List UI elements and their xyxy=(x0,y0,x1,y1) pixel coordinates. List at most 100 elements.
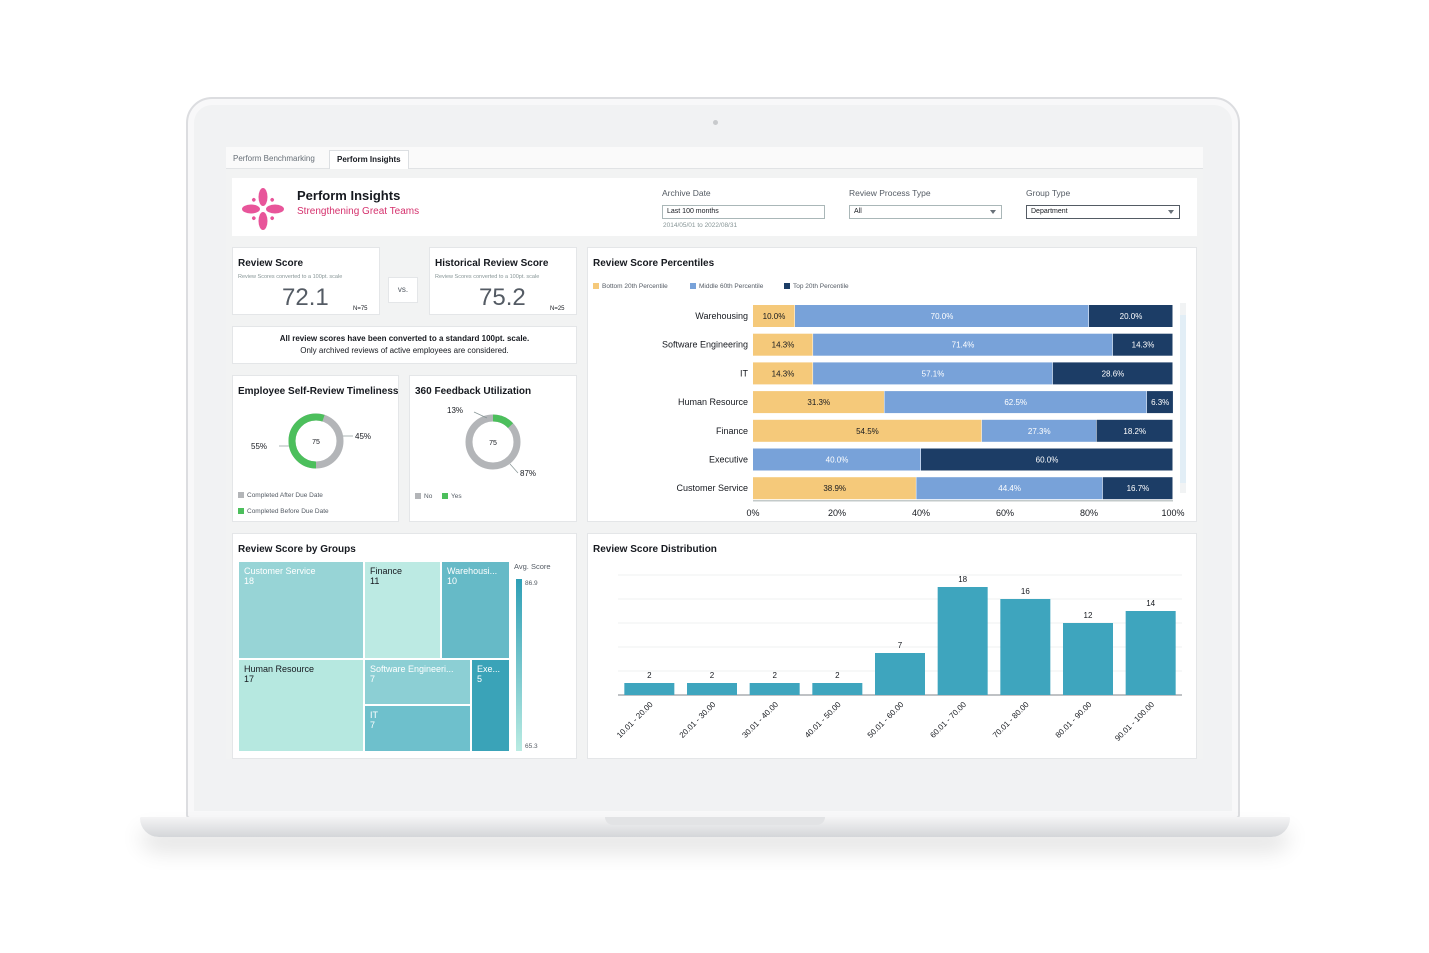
histogram-bar xyxy=(687,683,737,695)
tab-perform-benchmarking[interactable]: Perform Benchmarking xyxy=(233,154,315,163)
historical-review-score-title: Historical Review Score xyxy=(435,258,549,269)
x-tick-label: 0% xyxy=(746,508,759,518)
treemap-cell[interactable]: Exe... 5 xyxy=(471,659,510,752)
review-score-percentiles-card: Review Score Percentiles Bottom 20th Per… xyxy=(587,247,1197,522)
x-tick-label: 100% xyxy=(1161,508,1184,518)
histogram-bar xyxy=(1125,611,1176,695)
header-panel: Perform Insights Strengthening Great Tea… xyxy=(232,178,1197,236)
percentile-bar-segment xyxy=(884,391,1147,414)
archive-date-input[interactable]: Last 100 months xyxy=(662,205,825,219)
legend-item: Bottom 20th Percentile xyxy=(593,283,668,290)
legend-item: Middle 60th Percentile xyxy=(690,283,763,290)
legend-item: Yes xyxy=(442,493,462,500)
treemap-cell[interactable]: IT 7 xyxy=(364,705,471,752)
treemap-cell[interactable]: Customer Service 18 xyxy=(238,561,364,659)
logo-petal xyxy=(266,204,284,214)
treemap-cell-name: Customer Service xyxy=(244,566,316,576)
historical-review-score-card: Historical Review Score Review Scores co… xyxy=(429,247,577,315)
percentile-data-label: 6.3% xyxy=(1151,398,1169,407)
legend-label: Bottom 20th Percentile xyxy=(602,283,668,290)
chevron-down-icon xyxy=(990,210,996,214)
x-tick-label: 60.01 - 70.00 xyxy=(928,700,968,740)
legend-swatch xyxy=(415,493,421,499)
donut-slice xyxy=(465,414,521,470)
histogram-data-label: 2 xyxy=(835,671,840,680)
histogram-data-label: 2 xyxy=(772,671,777,680)
camera-icon xyxy=(713,120,718,125)
percentile-bar-segment xyxy=(753,448,921,471)
percentile-bar-segment xyxy=(1102,477,1173,500)
x-tick-label: 80.01 - 90.00 xyxy=(1054,700,1094,740)
review-process-type-label: Review Process Type xyxy=(849,188,931,198)
tab-perform-insights[interactable]: Perform Insights xyxy=(329,150,409,169)
percentile-data-label: 20.0% xyxy=(1120,312,1143,321)
histogram-bar xyxy=(875,653,925,695)
color-scale-bar xyxy=(516,579,522,751)
logo-petal xyxy=(242,204,260,214)
treemap-cell-count: 5 xyxy=(477,674,483,684)
donut-slice xyxy=(288,413,344,469)
category-label: Finance xyxy=(716,426,748,436)
legend-item: Completed Before Due Date xyxy=(238,508,329,515)
historical-review-score-value: 75.2 xyxy=(479,284,526,311)
percentile-bar-segment xyxy=(753,333,813,356)
percentile-bar-segment xyxy=(1089,305,1173,327)
treemap-cell[interactable]: Warehousi... 10 xyxy=(441,561,510,659)
x-tick-label: 60% xyxy=(996,508,1014,518)
scrollbar-track[interactable] xyxy=(1180,303,1186,493)
x-tick-label: 30.01 - 40.00 xyxy=(740,700,780,740)
donut-center-label: 75 xyxy=(312,439,320,446)
histogram-data-label: 2 xyxy=(710,671,715,680)
percentile-data-label: 28.6% xyxy=(1102,369,1125,378)
treemap-cell[interactable]: Software Engineeri... 7 xyxy=(364,659,471,705)
donut-slice-label: 13% xyxy=(447,406,463,415)
percentile-data-label: 14.3% xyxy=(772,369,795,378)
percentile-data-label: 70.0% xyxy=(931,312,954,321)
logo-dot xyxy=(270,198,274,202)
treemap-cell-count: 11 xyxy=(370,576,380,586)
category-label: Human Resource xyxy=(678,397,748,407)
review-score-distribution-card: Review Score Distribution 2 10.01 - 20.00… xyxy=(587,533,1197,759)
percentile-bar-segment xyxy=(1096,419,1173,442)
treemap-cell-name: IT xyxy=(370,710,378,720)
legend-label: Completed Before Due Date xyxy=(247,508,329,515)
percentile-data-label: 62.5% xyxy=(1004,398,1027,407)
logo-dot xyxy=(270,216,274,220)
tab-bar: Perform Benchmarking Perform Insights xyxy=(226,147,1203,169)
legend-label: Yes xyxy=(451,493,462,500)
legend-swatch xyxy=(238,508,244,514)
review-score-card: Review Score Review Scores converted to … xyxy=(232,247,380,315)
scrollbar-thumb[interactable] xyxy=(1180,315,1186,483)
percentile-data-label: 16.7% xyxy=(1127,484,1150,493)
review-score-value: 72.1 xyxy=(282,284,329,311)
histogram-bar xyxy=(1063,623,1113,695)
percentile-data-label: 60.0% xyxy=(1036,456,1059,465)
donut-slice-label: 55% xyxy=(251,442,267,451)
treemap-cell-name: Finance xyxy=(370,566,403,576)
self-review-timeliness-card: Employee Self-Review Timeliness 75 55% 45%… xyxy=(232,375,399,522)
treemap-cell[interactable]: Human Resource 17 xyxy=(238,659,364,752)
percentile-data-label: 18.2% xyxy=(1123,427,1146,436)
groups-treemap: Customer Service 18 Finance 11 Warehousi... 1… xyxy=(238,561,510,754)
page-title: Perform Insights xyxy=(297,188,401,203)
percentile-bar-segment xyxy=(1052,362,1173,385)
review-process-type-select[interactable]: All xyxy=(849,205,1002,219)
donut-leader-line xyxy=(509,463,519,474)
feedback-360-donut: 75 13% 87% xyxy=(447,406,536,478)
histogram-bar xyxy=(937,587,988,695)
groups-title: Review Score by Groups xyxy=(238,544,356,555)
group-type-select[interactable]: Department xyxy=(1026,205,1180,219)
category-label: Software Engineering xyxy=(662,340,748,350)
logo-dot xyxy=(252,216,256,220)
treemap-cell[interactable]: Finance 11 xyxy=(364,561,441,659)
category-label: Warehousing xyxy=(695,311,748,321)
x-tick-label: 50.01 - 60.00 xyxy=(866,700,906,740)
self-review-donut: 75 55% 45% xyxy=(251,413,371,469)
percentile-bar-segment xyxy=(753,477,916,500)
review-score-subtitle: Review Scores converted to a 100pt. scal… xyxy=(238,274,343,280)
category-label: Customer Service xyxy=(676,483,748,493)
percentile-bar-segment xyxy=(753,305,795,327)
percentile-data-label: 27.3% xyxy=(1028,427,1051,436)
histogram-bar xyxy=(1000,599,1051,695)
percentile-bar-segment xyxy=(1146,391,1173,414)
